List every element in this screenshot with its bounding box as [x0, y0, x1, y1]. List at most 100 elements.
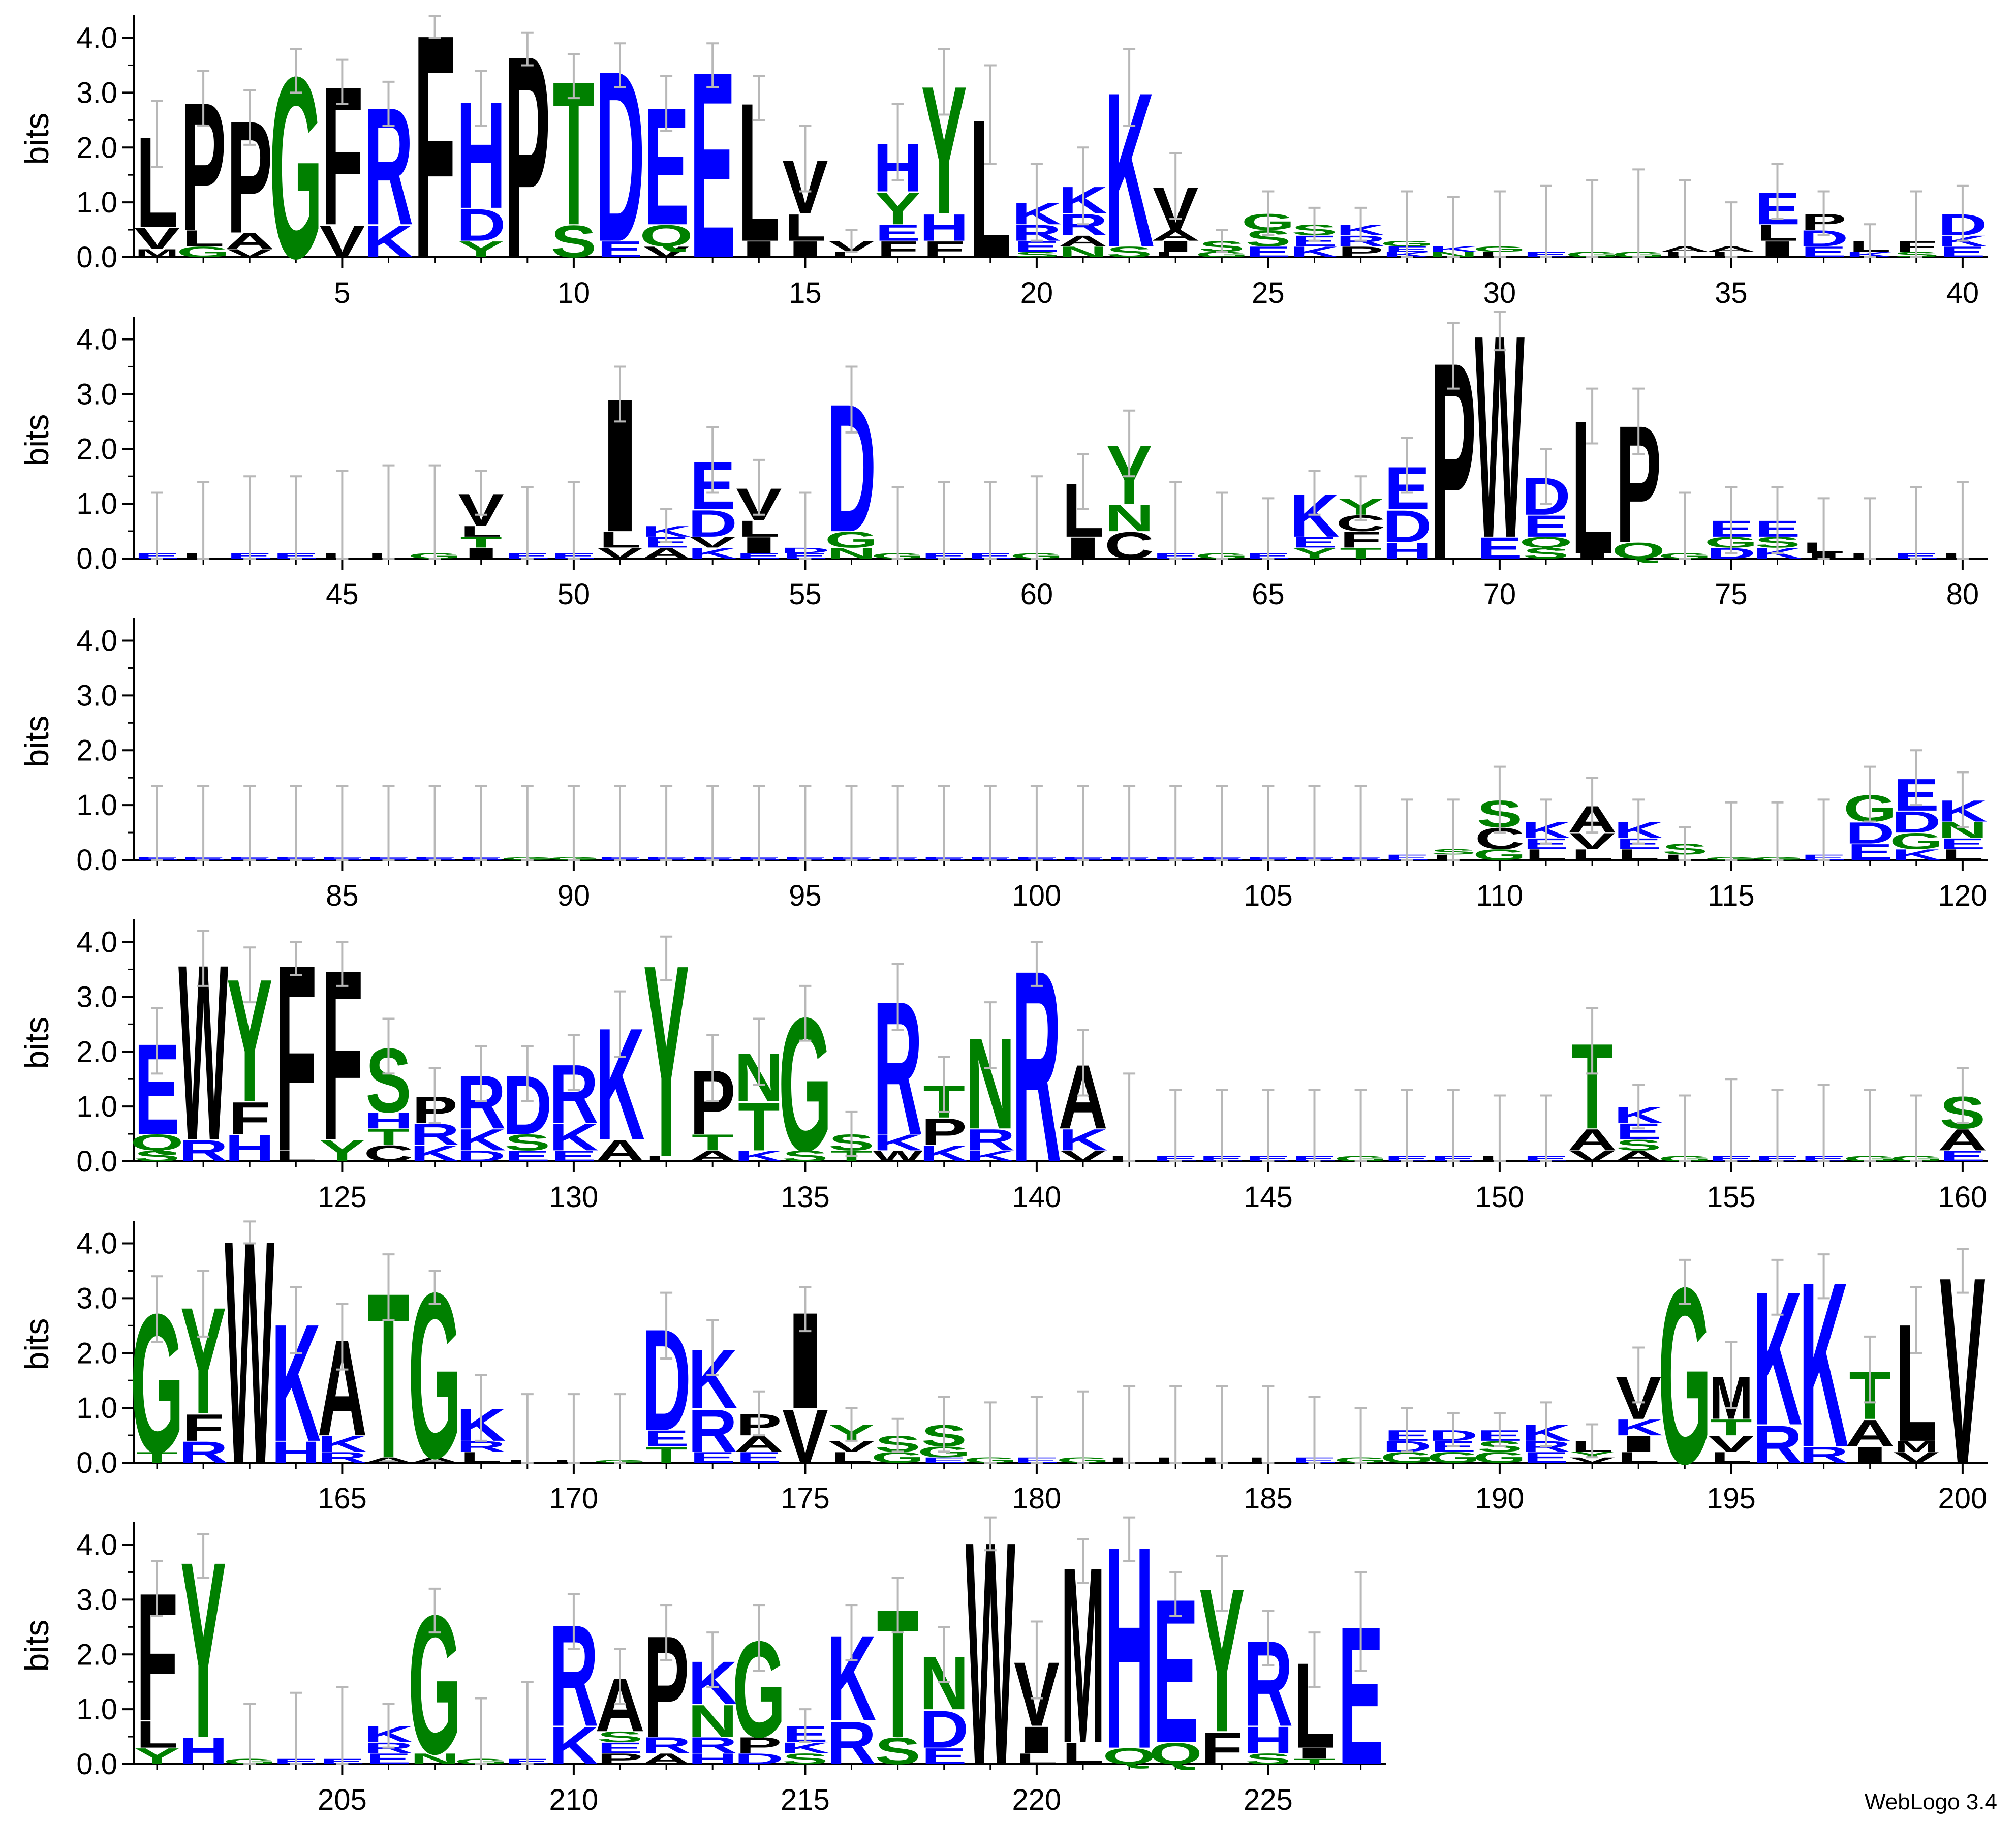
logo-letter: E [1523, 1449, 1569, 1466]
logo-letter: A [1614, 1148, 1663, 1165]
logo-letter: T [738, 1089, 780, 1165]
logo-letter: D [1891, 805, 1941, 839]
logo-letter: T [645, 1442, 688, 1468]
logo-letter: R [1753, 1414, 1803, 1474]
y-tick-label: 1.0 [76, 1090, 117, 1123]
logo-letter: T [1340, 545, 1382, 562]
logo-column: CNY [1104, 409, 1154, 567]
logo-column: WKR [873, 962, 923, 1175]
x-tick-label: 145 [1244, 1181, 1293, 1214]
logo-column: GS [871, 1417, 924, 1469]
logo-column: VQE [639, 73, 693, 263]
logo-column: RW [178, 912, 229, 1193]
logo-column: FY [1199, 1545, 1245, 1775]
logo-column: E [1338, 785, 1384, 866]
logo-column: 185L [1244, 1384, 1293, 1515]
logo-letter: S [1106, 243, 1152, 261]
logo-column: VAT [1567, 1006, 1617, 1167]
logo-column: DPG [732, 1604, 786, 1770]
x-tick-label: 140 [1012, 1181, 1062, 1214]
logo-column: E [1523, 184, 1569, 263]
logo-column: VYL [1569, 1423, 1615, 1469]
logo-letter: D [734, 1750, 784, 1768]
x-tick-label: 45 [326, 578, 359, 611]
logo-letter: G [825, 527, 878, 552]
x-tick-label: 25 [1252, 276, 1285, 310]
logo-column: HK [271, 1286, 321, 1477]
y-tick-label: 3.0 [76, 1282, 117, 1315]
logo-letter: Q [130, 1130, 183, 1155]
x-tick-label: 5 [334, 276, 350, 310]
logo-letter: R [688, 1397, 737, 1465]
logo-column: 85E [319, 785, 365, 912]
y-tick-label: 4.0 [76, 926, 117, 959]
logo-column: AK [595, 990, 645, 1174]
y-axis-label: bits [18, 1017, 55, 1069]
logo-letter: E [597, 237, 643, 262]
y-tick-label: 3.0 [76, 980, 117, 1013]
logo-letter: P [736, 1733, 782, 1758]
logo-column: 30LG [1473, 190, 1527, 310]
logo-letter: S [134, 1148, 180, 1165]
y-tick-label: 0.0 [76, 844, 117, 877]
logo-column: GLP [176, 64, 230, 268]
logo-letter: R [641, 1733, 691, 1758]
logo-column: L [1201, 1384, 1243, 1469]
logo-letter: S [505, 1130, 550, 1155]
y-tick-label: 3.0 [76, 1583, 117, 1616]
logo-column: E [1384, 798, 1430, 866]
logo-column: E [736, 785, 782, 866]
logo-column: 5VF [319, 45, 365, 310]
logo-column: F [414, 0, 456, 325]
logo-column: QP [1612, 387, 1665, 578]
x-tick-label: 125 [318, 1181, 367, 1214]
logo-column: LS [1431, 798, 1476, 866]
logo-letter: E [1291, 534, 1337, 551]
logo-column: 50E [551, 480, 597, 611]
x-tick-label: 95 [789, 879, 822, 912]
logo-letter: F [182, 1407, 225, 1449]
logo-letter: L [645, 1155, 688, 1163]
logo-letter: V [643, 243, 689, 261]
logo-letter: E [597, 1739, 643, 1756]
x-tick-label: 75 [1715, 578, 1748, 611]
y-tick-label: 3.0 [76, 679, 117, 712]
logo-letter: D [919, 1699, 969, 1759]
logo-column: KR [364, 73, 414, 267]
x-tick-label: 60 [1020, 578, 1053, 611]
logo-column: P [505, 0, 550, 319]
logo-letter: K [734, 1148, 784, 1165]
logo-column: G [408, 464, 461, 565]
x-tick-label: 105 [1244, 879, 1293, 912]
x-tick-label: 210 [549, 1783, 599, 1816]
logo-column: 40EKD [1938, 184, 1988, 310]
logo-letter: E [736, 552, 782, 561]
logo-column: LVY [828, 1407, 875, 1469]
x-tick-label: 220 [1012, 1783, 1062, 1816]
logo-column: 115G [1704, 801, 1758, 912]
logo-letter: T [367, 1125, 410, 1150]
logo-letter: L [830, 251, 873, 259]
logo-letter: K [456, 1123, 506, 1157]
y-tick-label: 0.0 [76, 241, 117, 274]
logo-letter: F [1201, 1723, 1243, 1774]
logo-letter: A [688, 1148, 737, 1165]
x-tick-label: 20 [1020, 276, 1053, 310]
x-tick-label: 110 [1476, 879, 1523, 912]
y-tick-label: 4.0 [76, 1529, 117, 1562]
logo-letter: T [692, 1130, 734, 1155]
logo-column: E [1153, 480, 1198, 565]
logo-column: E [690, 16, 735, 314]
logo-column: E [1894, 486, 1939, 565]
logo-column: 55ED [781, 491, 830, 611]
logo-letter: I [1292, 1745, 1337, 1762]
logo-letter: D [456, 200, 506, 251]
